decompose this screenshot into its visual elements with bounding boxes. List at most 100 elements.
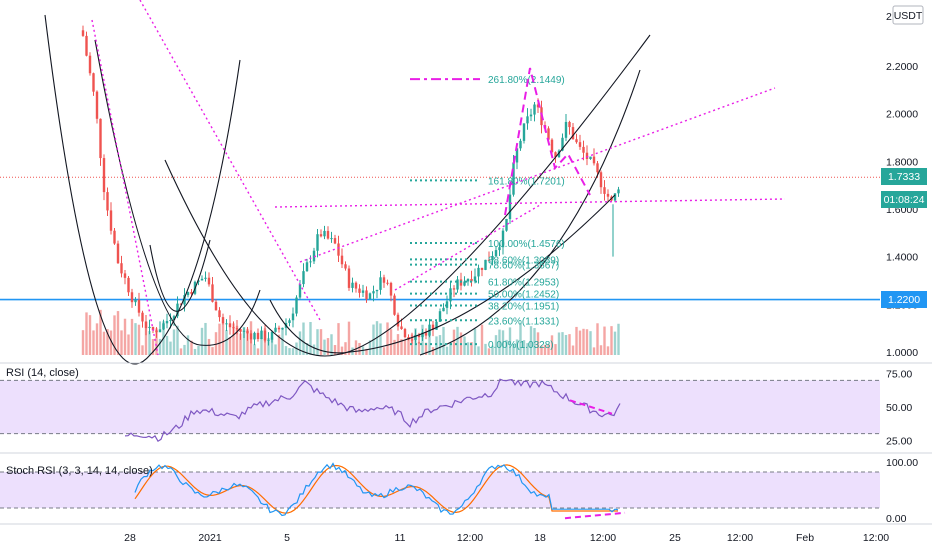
volume-bar <box>533 327 536 355</box>
last-price-tag <box>881 168 927 185</box>
volume-bar <box>599 345 603 355</box>
candle-body <box>141 312 144 322</box>
rsi-tick-labels: 75.00 50.00 25.00 <box>886 369 912 448</box>
volume-bar <box>557 332 561 355</box>
candle-body <box>106 192 109 211</box>
countdown-label: 01:08:24 <box>884 194 925 206</box>
volume-bar <box>277 334 281 355</box>
candle-body <box>323 230 326 237</box>
candle-body <box>589 156 592 160</box>
rsi-line <box>124 378 621 443</box>
candle-body <box>337 243 340 256</box>
candle-body <box>400 326 403 330</box>
volume-bar <box>274 344 277 355</box>
trend-line <box>274 198 786 208</box>
stoch-tick-label: 0.00 <box>886 513 907 525</box>
price-tick-label: 2 <box>886 11 892 23</box>
volume-bar <box>291 348 295 355</box>
candle-body <box>410 339 414 341</box>
candle-body <box>512 162 515 195</box>
rsi-tick-label: 50.00 <box>886 402 912 414</box>
candle-body <box>375 289 379 292</box>
drawn-curve <box>269 194 616 354</box>
candle-body <box>298 284 302 298</box>
volume-bar <box>127 334 130 355</box>
candle-body <box>242 330 246 332</box>
candle-body <box>554 152 557 158</box>
candle-body <box>536 104 540 108</box>
candle-body <box>302 271 305 285</box>
time-tick-label: 12:00 <box>457 532 483 544</box>
rsi-pane[interactable]: RSI (14, close) 75.00 50.00 25.00 <box>0 367 912 447</box>
volume-bar <box>477 346 480 355</box>
candle-body <box>442 307 445 312</box>
candle-body <box>575 139 578 143</box>
volume-bar <box>613 331 617 355</box>
candle-body <box>256 332 260 339</box>
volume-bar <box>473 328 477 355</box>
volume-bar <box>529 326 533 355</box>
volume-bar <box>232 323 235 355</box>
volume-bar <box>95 323 99 355</box>
volume-bar <box>134 323 137 355</box>
candle-body <box>596 163 599 173</box>
candle-body <box>305 262 309 272</box>
candle-body <box>277 327 281 330</box>
volume-bar <box>449 342 452 355</box>
volume-bar <box>585 329 589 355</box>
volume-bar <box>487 348 491 355</box>
volume-bar <box>403 339 407 355</box>
volume-bar <box>155 328 158 355</box>
volume-bars <box>81 309 620 355</box>
price-pane[interactable]: 0.00%(1.0328) 23.60%(1.1331) 38.20%(1.1951… <box>0 0 880 365</box>
rsi-title[interactable]: RSI (14, close) <box>6 367 79 379</box>
volume-bar <box>109 330 113 355</box>
candle-body <box>494 250 498 256</box>
volume-bar <box>113 315 116 355</box>
candle-body <box>578 142 582 147</box>
stoch-title[interactable]: Stoch RSI (3, 3, 14, 14, close) <box>6 465 153 477</box>
candle-body <box>403 329 407 338</box>
volume-bar <box>186 335 190 355</box>
candle-body <box>144 321 148 329</box>
candle-body <box>365 290 368 300</box>
candle-body <box>81 30 85 36</box>
fib-level-label: 88.60%(1.3089) <box>488 255 559 266</box>
fib-level-label: 100.00%(1.4576) <box>488 239 565 250</box>
candle-body <box>165 321 169 324</box>
candle-body <box>361 290 365 293</box>
volume-bar <box>120 330 123 355</box>
volume-bar <box>431 347 435 355</box>
volume-bar <box>256 348 260 355</box>
candle-body <box>599 172 603 188</box>
candle-body <box>109 210 113 231</box>
candle-body <box>351 282 354 288</box>
volume-bar <box>102 331 106 355</box>
volume-bar <box>382 347 386 355</box>
volume-bar <box>526 343 529 355</box>
candle-body <box>529 114 533 117</box>
price-axis[interactable]: 1.00001.20001.40001.60001.80002.00002.20… <box>880 0 932 362</box>
currency-badge[interactable] <box>892 5 924 25</box>
candle-body <box>200 278 204 281</box>
volume-bar <box>333 345 337 355</box>
candle-body <box>316 234 319 251</box>
candle-body <box>130 292 134 303</box>
candle-body <box>134 299 137 303</box>
volume-bar <box>298 331 302 355</box>
volume-bar <box>323 339 326 355</box>
candle-body <box>183 295 186 305</box>
price-tick-label: 2.0000 <box>886 109 918 121</box>
trend-line <box>91 19 159 356</box>
candle-body <box>99 118 102 159</box>
stoch-rsi-pane[interactable]: Stoch RSI (3, 3, 14, 14, close) 100.00 0.… <box>0 457 918 525</box>
volume-bar <box>92 330 95 355</box>
candle-body <box>340 255 344 265</box>
volume-bar <box>207 338 211 355</box>
time-axis[interactable]: 28 2021 5 11 12:00 18 12:00 25 12:00 Feb 12:00 <box>124 532 889 544</box>
fib-extension: 0.00%(1.0328) 23.60%(1.1331) 38.20%(1.1951… <box>410 75 565 351</box>
candle-body <box>358 288 361 293</box>
volume-bar <box>386 322 389 355</box>
time-tick-label: 28 <box>124 532 136 544</box>
